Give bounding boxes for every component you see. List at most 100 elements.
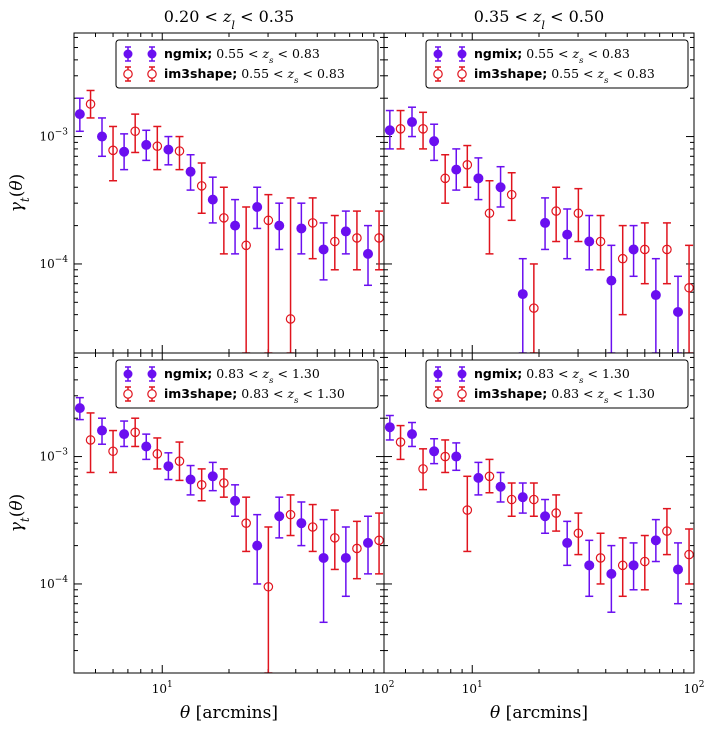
data-point xyxy=(640,244,650,255)
legend-label: im3shape; 0.55 < zs < 0.83 xyxy=(164,66,345,86)
data-point xyxy=(495,182,506,193)
legend-box xyxy=(425,39,689,89)
data-point xyxy=(318,552,329,563)
data-point xyxy=(451,164,462,175)
data-point xyxy=(307,218,318,228)
data-point xyxy=(108,446,118,457)
data-point xyxy=(617,253,628,264)
data-point xyxy=(584,236,595,247)
legend-label: im3shape; 0.55 < zs < 0.83 xyxy=(474,66,655,86)
series-ngmix xyxy=(74,97,374,287)
data-point xyxy=(462,505,473,515)
data-point xyxy=(640,556,650,567)
data-point xyxy=(97,131,108,142)
data-point xyxy=(418,124,428,134)
series-group xyxy=(74,89,384,353)
series-ngmix xyxy=(384,414,684,613)
data-point xyxy=(374,535,384,546)
data-point xyxy=(628,560,639,571)
data-point xyxy=(473,173,484,184)
column-title-left: 0.20 < zl < 0.35 xyxy=(164,7,294,32)
data-point xyxy=(230,220,241,231)
panel-frame xyxy=(383,352,695,674)
data-point xyxy=(418,464,428,474)
panel-1-0: 10−4 10−3 101 102 ngmix; 0.83 < zs < 1.30im3… xyxy=(39,352,395,696)
legend-label: ngmix; 0.55 < zs < 0.83 xyxy=(474,46,630,66)
legend-label: ngmix; 0.83 < zs < 1.30 xyxy=(164,366,320,386)
data-point xyxy=(363,248,374,259)
data-point xyxy=(573,528,584,539)
legend-marker xyxy=(457,389,467,399)
data-point xyxy=(395,124,406,134)
data-point xyxy=(506,494,517,505)
data-point xyxy=(241,518,251,528)
data-point xyxy=(307,522,318,532)
legend-label: im3shape; 0.83 < zs < 1.30 xyxy=(164,386,345,406)
legend-marker xyxy=(147,389,157,399)
data-point xyxy=(506,189,517,200)
data-point xyxy=(628,244,639,255)
data-point xyxy=(352,543,362,554)
data-point xyxy=(517,492,528,503)
data-point xyxy=(74,403,85,414)
data-point xyxy=(130,126,140,137)
y-tick-label: 10−3 xyxy=(39,448,68,464)
legend-marker xyxy=(433,69,443,79)
legend-label: ngmix; 0.83 < zs < 1.30 xyxy=(474,366,630,386)
data-point xyxy=(573,208,584,219)
column-title-right: 0.35 < zl < 0.50 xyxy=(474,7,604,32)
data-point xyxy=(395,437,406,447)
data-point xyxy=(407,429,418,440)
data-point xyxy=(119,146,130,157)
data-point xyxy=(108,145,118,156)
data-point xyxy=(374,233,384,243)
data-point xyxy=(551,508,561,518)
series-im3shape xyxy=(85,412,384,673)
data-point xyxy=(263,215,274,226)
data-point xyxy=(119,429,130,440)
series-ngmix xyxy=(384,106,684,353)
legend-marker xyxy=(147,69,157,79)
data-point xyxy=(330,236,340,247)
y-axis-title-top: γt(θ) xyxy=(7,174,32,212)
data-point xyxy=(595,553,606,563)
panel-0-0: 10−4 10−3 ngmix; 0.55 < zs < 0.83im3shape;… xyxy=(39,32,385,354)
legend-marker xyxy=(457,69,467,79)
data-point xyxy=(130,427,140,438)
legend-box xyxy=(115,39,379,89)
data-point xyxy=(330,533,340,543)
data-point xyxy=(407,117,418,128)
y-axis-title-bottom: γt(θ) xyxy=(7,494,32,532)
x-axis-title-left: θ [arcmins] xyxy=(180,703,278,723)
data-point xyxy=(440,451,450,462)
data-point xyxy=(384,125,395,136)
legend-box xyxy=(115,359,379,409)
data-point xyxy=(285,509,296,520)
data-point xyxy=(163,461,174,472)
data-point xyxy=(252,201,263,212)
legend-marker xyxy=(457,369,467,379)
legend-label: im3shape; 0.83 < zs < 1.30 xyxy=(474,386,655,406)
x-tick-label: 101 xyxy=(152,680,173,696)
data-point xyxy=(462,160,473,170)
data-point xyxy=(606,568,617,579)
legend-marker xyxy=(147,49,157,59)
data-point xyxy=(584,560,595,571)
data-point xyxy=(85,435,96,445)
data-point xyxy=(141,139,152,150)
data-point xyxy=(440,173,450,184)
data-point xyxy=(263,581,274,592)
data-point xyxy=(617,560,628,571)
data-point xyxy=(219,213,229,223)
data-point xyxy=(152,449,163,459)
data-point xyxy=(662,244,672,255)
legend-marker xyxy=(123,49,133,59)
data-point xyxy=(384,422,395,433)
data-point xyxy=(340,552,351,563)
data-point xyxy=(85,99,96,109)
